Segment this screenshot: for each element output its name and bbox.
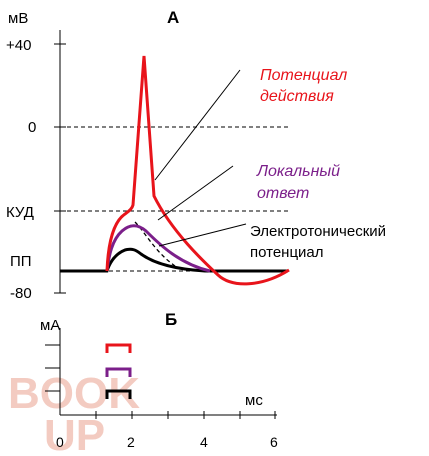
level-resting-label: ПП <box>10 253 32 270</box>
level-threshold-label: КУД <box>6 204 34 221</box>
level-minus80-label: -80 <box>10 285 32 302</box>
x-tick-label-6: 6 <box>270 434 278 450</box>
watermark-line2: UP <box>44 411 105 456</box>
watermark-line1: BOOK <box>8 369 140 418</box>
annotation-electrotonic-2: потенциал <box>250 244 324 261</box>
bottom-panel: мА Б мс 0 2 4 6 <box>40 310 278 450</box>
local-response-curve <box>105 224 211 273</box>
stimulus-pulse-black <box>105 389 132 399</box>
annotation-action-potential-2: действия <box>260 88 334 105</box>
x-tick-label-2: 2 <box>127 434 135 450</box>
action-potential-curve <box>105 55 290 286</box>
x-tick-label-4: 4 <box>200 434 208 450</box>
annotation-local-response-1: Локальный <box>256 163 340 180</box>
electrotonic-curve <box>60 247 288 273</box>
bottom-x-unit: мс <box>245 392 263 409</box>
watermark: BOOK UP <box>8 369 140 456</box>
pointer-local-response <box>157 165 234 221</box>
annotation-action-potential-1: Потенциал <box>260 67 347 84</box>
level-zero-label: 0 <box>28 119 36 136</box>
annotation-local-response-2: ответ <box>257 185 309 202</box>
stimulus-pulse-red <box>105 343 132 353</box>
stimulus-pulse-purple <box>105 367 132 377</box>
top-panel: мВ А +40 0 КУД ПП -80 Потенциал действия… <box>6 8 386 302</box>
pointer-action-potential <box>154 69 241 181</box>
bottom-y-unit: мА <box>40 317 60 334</box>
pointer-electrotonic <box>158 223 247 247</box>
bottom-panel-label: Б <box>165 310 177 329</box>
top-panel-label: А <box>167 8 179 27</box>
level-plus40-label: +40 <box>6 37 31 54</box>
annotation-electrotonic-1: Электротонический <box>250 223 386 240</box>
top-y-unit: мВ <box>8 10 28 27</box>
x-tick-label-0: 0 <box>56 434 64 450</box>
